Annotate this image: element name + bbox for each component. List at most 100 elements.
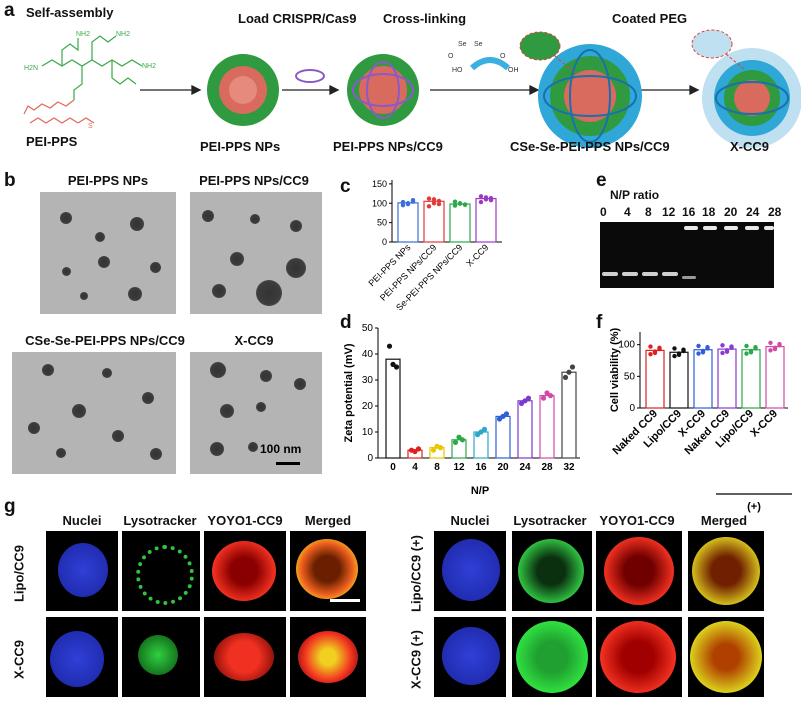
- data-point: [748, 350, 754, 355]
- gel-lane-8: 8: [645, 205, 652, 219]
- y-tick-label: 20: [362, 401, 374, 412]
- bar: [517, 400, 533, 459]
- panel-label-a: a: [4, 0, 15, 21]
- data-point: [415, 446, 422, 452]
- label-x-cc9: X-CC9: [730, 139, 770, 154]
- y-tick-label: 30: [362, 375, 374, 386]
- step-cross-linking: Cross-linking: [383, 11, 467, 26]
- data-point: [705, 345, 710, 350]
- g-row-x-cc9: X-CC9: [11, 640, 27, 680]
- data-point: [436, 198, 442, 204]
- bar: [495, 415, 511, 459]
- bar: [385, 358, 401, 459]
- x-tick-label: 32: [563, 462, 575, 473]
- label-pei-pps-nps-cc9: PEI-PPS NPs/CC9: [333, 139, 443, 154]
- y-tick-label: 100: [372, 198, 387, 208]
- data-point: [652, 350, 658, 356]
- panel-label-c: c: [340, 176, 351, 197]
- gel-band-lane-12: [662, 272, 678, 276]
- x-tick-label: 12: [453, 462, 465, 473]
- chem-oh: OH: [508, 67, 519, 74]
- data-point: [426, 196, 432, 201]
- data-point: [525, 395, 532, 401]
- gel-lane-20: 20: [724, 205, 738, 219]
- x-tick-label: 4: [412, 462, 418, 473]
- data-point: [672, 353, 677, 359]
- data-point: [483, 197, 489, 202]
- tem-image-cse-se-nps: [12, 352, 176, 474]
- label-pei-pps-nps: PEI-PPS NPs: [200, 139, 281, 154]
- tem-title-3: CSe-Se-PEI-PPS NPs/CC9: [25, 333, 185, 348]
- bar: [561, 371, 577, 459]
- step-coated-peg: Coated PEG: [612, 11, 688, 26]
- crosslinker-molecule: [470, 57, 510, 71]
- g-row-lipo-cc9: Lipo/CC9: [11, 544, 27, 603]
- pei-pps-nps-cc9-illustration: [347, 54, 419, 126]
- bar: [423, 200, 445, 243]
- g-img-x-plus-nuclei: [434, 617, 506, 697]
- bar: [397, 202, 419, 243]
- data-point: [696, 351, 701, 356]
- panel-label-b: b: [4, 170, 16, 191]
- panel-label-g: g: [4, 496, 16, 517]
- bar: [693, 349, 713, 409]
- chem-se-b: Se: [474, 41, 483, 48]
- chem-o-b: O: [500, 53, 506, 60]
- scheme-illustration: H2N NH2 NH2 NH2 S Se Se O O HO OH: [23, 29, 801, 148]
- data-point: [744, 351, 749, 356]
- y-tick-label: 100: [618, 340, 635, 351]
- data-point: [400, 199, 406, 205]
- data-point: [681, 347, 686, 352]
- data-point: [569, 364, 576, 370]
- chem-se-a: Se: [458, 41, 467, 48]
- y-tick-label: 10: [362, 427, 374, 438]
- chem-ho: HO: [452, 67, 463, 74]
- data-point: [430, 447, 437, 453]
- tem-image-pei-pps-nps-cc9: [190, 192, 322, 314]
- data-point: [452, 203, 458, 208]
- x-tick-label: 20: [497, 462, 509, 473]
- g-img-x-yoyo: [204, 617, 286, 697]
- g-col-lysotracker-right: Lysotracker: [513, 513, 587, 528]
- g-col-merged-right: Merged: [700, 513, 748, 528]
- y-tick-label: 0: [629, 403, 635, 414]
- bar: [539, 394, 555, 459]
- g-col-nuclei-left: Nuclei: [62, 513, 102, 528]
- y-tick-label: 50: [362, 323, 374, 334]
- y-tick-label: 150: [372, 179, 387, 189]
- data-point: [431, 197, 437, 202]
- data-point: [488, 196, 494, 201]
- data-point: [410, 199, 416, 204]
- gel-lane-0: 0: [600, 205, 607, 219]
- chem-nh2-a: NH2: [76, 31, 90, 38]
- panel-label-f: f: [596, 312, 603, 333]
- bar: [669, 351, 689, 409]
- chart-d: 0 10 20 30 40 50 0 4 8 12 16 20 24 28 32 Zeta potential…: [343, 323, 580, 497]
- g-img-x-plus-lyso: [512, 617, 592, 697]
- g-img-x-lyso: [122, 617, 200, 697]
- gel-title: N/P ratio: [610, 188, 660, 202]
- bar: [765, 345, 785, 409]
- data-point: [672, 346, 677, 351]
- plasmid-icon: [295, 69, 325, 83]
- x-tick-label: 8: [434, 462, 440, 473]
- data-point: [700, 350, 706, 355]
- data-point: [547, 393, 554, 399]
- data-point: [426, 204, 432, 209]
- tem-image-pei-pps-nps: [40, 192, 176, 314]
- y-axis-title: Zeta potential (mV): [343, 343, 355, 442]
- data-point: [724, 349, 730, 354]
- tem-title-4: X-CC9: [234, 333, 274, 348]
- g-img-lipo-lyso: [122, 531, 200, 611]
- pei-pps-structure: [23, 35, 143, 124]
- g-img-x-plus-merged: [688, 617, 764, 697]
- step-self-assembly: Self-assembly: [26, 5, 114, 20]
- g-img-lipo-merged: [290, 531, 366, 611]
- data-point: [457, 201, 463, 206]
- data-point: [405, 201, 411, 207]
- chem-h2n: H2N: [24, 65, 38, 72]
- panel-label-d: d: [340, 312, 352, 333]
- data-point: [386, 343, 393, 349]
- tem-image-x-cc9: 100 nm: [190, 352, 322, 474]
